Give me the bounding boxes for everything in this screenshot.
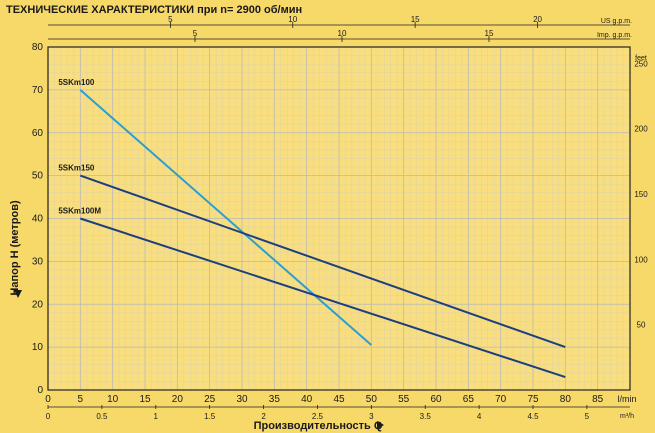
x-tick-label: 65 [463,394,475,405]
x-tick-label: 55 [398,394,410,405]
chart-title: ТЕХНИЧЕСКИЕ ХАРАКТЕРИСТИКИ при n= 2900 о… [6,4,302,16]
m3h-tick-label: 4 [477,412,482,421]
x-tick-label: 40 [301,394,313,405]
y-tick-label: 10 [32,342,44,353]
imp-gpm-tick-label: 15 [485,29,494,38]
m3h-unit-label: m³/h [620,413,634,420]
x-tick-label: 25 [204,394,216,405]
y-tick-label: 20 [32,299,44,310]
y-tick-label: 40 [32,214,44,225]
x-tick-label: 20 [172,394,184,405]
m3h-tick-label: 3 [369,412,374,421]
feet-tick-label: 200 [634,125,648,134]
x-tick-label: 35 [269,394,281,405]
x-tick-label: 45 [333,394,345,405]
imp-gpm-tick-label: 10 [338,29,347,38]
imp-gpm-unit: Imp. g.p.m. [597,32,632,39]
us-gpm-tick-label: 5 [168,15,173,24]
m3h-tick-label: 5 [585,412,590,421]
y-tick-label: 0 [37,385,43,396]
x-axis-arrow-icon [377,421,384,429]
feet-tick-label: 150 [634,190,648,199]
y-tick-label: 80 [32,42,44,53]
us-gpm-unit: US g.p.m. [601,18,632,25]
m3h-tick-label: 2.5 [312,412,324,421]
x-tick-label: 30 [236,394,248,405]
feet-tick-label: 100 [634,255,648,264]
imp-gpm-tick-label: 5 [193,29,198,38]
y-tick-label: 30 [32,256,44,267]
y-tick-label: 60 [32,128,44,139]
x-tick-label: 15 [139,394,151,405]
x-tick-label: 70 [495,394,507,405]
feet-unit-label: feet [635,55,647,62]
x-tick-label: 0 [45,394,51,405]
x-tick-label: 5 [78,394,84,405]
m3h-tick-label: 0.5 [96,412,108,421]
x-tick-label: 75 [527,394,539,405]
x-tick-label: 10 [107,394,119,405]
plot-frame [47,46,631,391]
series-line-5SKm100M [79,217,566,379]
us-gpm-tick-label: 10 [288,15,297,24]
m3h-tick-label: 0 [46,412,51,421]
feet-tick-label: 50 [637,321,646,330]
m3h-tick-label: 2 [261,412,266,421]
series-label-5SKm100: 5SKm100 [58,78,95,87]
x-tick-label: 80 [560,394,572,405]
us-gpm-tick-label: 15 [411,15,420,24]
m3h-tick-label: 4.5 [527,412,539,421]
series-line-5SKm150 [79,174,566,349]
series-label-5SKm100M: 5SKm100M [58,207,101,216]
m3h-tick-label: 1 [154,412,159,421]
x-tick-label: 50 [366,394,378,405]
y-axis-label: Напор Н (метров) [9,200,21,296]
y-axis-arrow-icon [14,290,22,298]
x-axis-label: Производительность Q [254,420,383,432]
series-line-5SKm100 [79,89,372,346]
x-tick-label: 60 [430,394,442,405]
x-unit-label: l/min [617,394,636,404]
m3h-tick-label: 3.5 [420,412,432,421]
y-tick-label: 50 [32,171,44,182]
series-label-5SKm150: 5SKm150 [58,164,95,173]
y-tick-label: 70 [32,85,44,96]
x-tick-label: 85 [592,394,604,405]
us-gpm-tick-label: 20 [533,15,542,24]
feet-tick-label: 250 [634,59,648,68]
m3h-tick-label: 1.5 [204,412,216,421]
